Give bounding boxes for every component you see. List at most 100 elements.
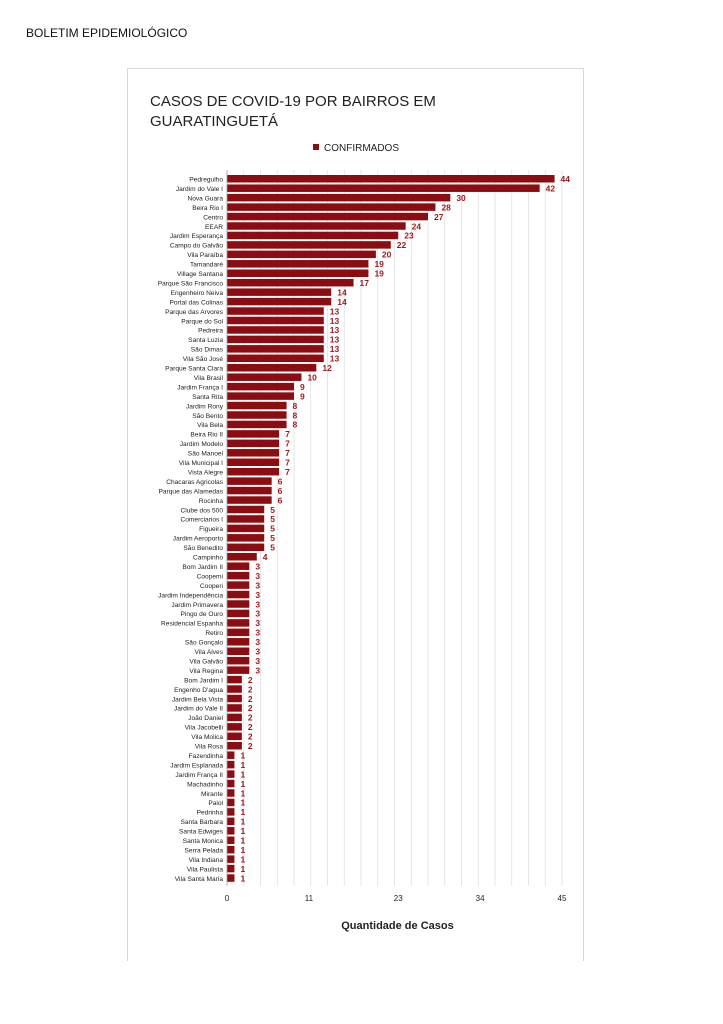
bar: [227, 534, 265, 542]
bar: [227, 874, 235, 882]
x-tick-label: 34: [476, 894, 485, 903]
value-label: 13: [330, 344, 340, 354]
bar: [227, 609, 250, 618]
bar: [227, 467, 280, 476]
bar: [227, 203, 436, 211]
bar: [227, 392, 294, 400]
bar: [227, 458, 280, 466]
bar: [227, 543, 265, 552]
bar: [227, 401, 287, 410]
bar: [227, 704, 242, 712]
category-label: São Dimas: [191, 347, 224, 354]
bar: [227, 590, 250, 599]
value-label: 8: [293, 410, 298, 420]
category-label: Santa Edwiges: [179, 829, 224, 836]
category-label: São Benedito: [183, 545, 223, 552]
category-label: Santa Monica: [183, 838, 224, 845]
category-label: Pedregulho: [189, 177, 223, 184]
chart-card: CASOS DE COVID-19 POR BAIRROS EM GUARATIN…: [127, 68, 584, 961]
bar: [227, 515, 265, 523]
category-label: Campo do Galvão: [170, 243, 223, 250]
value-label: 1: [240, 836, 245, 846]
value-label: 7: [285, 467, 290, 477]
bar: [227, 675, 242, 684]
bar: [227, 571, 250, 580]
bar: [227, 430, 280, 438]
category-label: Vila São José: [183, 356, 224, 363]
value-label: 14: [337, 297, 347, 307]
value-label: 4: [263, 552, 268, 562]
category-label: Bom Jardim I: [184, 677, 223, 684]
bar: [227, 184, 540, 192]
bar: [227, 760, 235, 769]
x-tick-label: 0: [225, 894, 230, 903]
category-label: Retiro: [205, 630, 223, 637]
x-axis-label: Quantidade de Casos: [341, 920, 453, 932]
category-label: Beira Rio II: [190, 432, 223, 439]
category-label: São Gonçalo: [185, 640, 223, 647]
category-label: Engenho D'agua: [174, 687, 223, 694]
value-label: 2: [248, 732, 253, 742]
value-label: 13: [330, 325, 340, 335]
category-label: Parque São Francisco: [158, 280, 224, 287]
value-label: 1: [240, 873, 245, 883]
value-label: 1: [240, 788, 245, 798]
bar: [227, 666, 250, 674]
bar: [227, 420, 287, 429]
category-label: Santa Barbara: [180, 819, 223, 826]
category-label: Residencial Espanha: [161, 621, 223, 628]
value-label: 14: [337, 287, 347, 297]
value-label: 42: [546, 183, 556, 193]
category-label: Vista Alegre: [188, 469, 223, 476]
value-label: 13: [330, 306, 340, 316]
bar: [227, 439, 280, 448]
bar: [227, 855, 235, 863]
bar: [227, 269, 369, 277]
bar: [227, 562, 250, 570]
category-label: Jardim Independência: [158, 592, 223, 599]
bar: [227, 354, 324, 363]
value-label: 7: [285, 458, 290, 468]
value-label: 8: [293, 401, 298, 411]
value-label: 6: [278, 495, 283, 505]
bar: [227, 260, 369, 268]
category-label: Vila Molica: [191, 734, 223, 741]
value-label: 20: [382, 250, 392, 260]
category-label: Portal das Colinas: [169, 299, 223, 306]
bar: [227, 817, 235, 826]
bar: [227, 345, 324, 353]
category-label: Paiol: [208, 800, 223, 807]
value-label: 8: [293, 420, 298, 430]
bar: [227, 600, 250, 608]
category-label: Parque do Sol: [181, 318, 223, 325]
x-tick-label: 45: [558, 894, 567, 903]
bar: [227, 798, 235, 807]
bar: [227, 486, 272, 495]
bar: [227, 553, 257, 561]
value-label: 3: [255, 609, 260, 619]
category-label: Bom Jardim II: [182, 564, 223, 571]
value-label: 13: [330, 335, 340, 345]
category-label: Jardim França II: [175, 772, 223, 779]
value-label: 1: [240, 817, 245, 827]
value-label: 1: [240, 750, 245, 760]
bar: [227, 477, 272, 485]
value-label: 5: [270, 524, 275, 534]
x-tick-label: 23: [394, 894, 403, 903]
category-label: Jardim do Vale II: [174, 706, 223, 713]
value-label: 1: [240, 807, 245, 817]
bar: [227, 288, 332, 296]
category-label: Nova Guara: [187, 195, 223, 202]
value-label: 5: [270, 505, 275, 515]
bar: [227, 250, 376, 259]
bar: [227, 656, 250, 665]
value-label: 3: [255, 599, 260, 609]
bar: [227, 278, 354, 287]
value-label: 1: [240, 769, 245, 779]
category-label: João Daniel: [188, 715, 223, 722]
x-tick-label: 11: [305, 894, 314, 903]
category-label: Pingo de Ouro: [180, 611, 223, 618]
category-label: Jardim Rony: [186, 403, 224, 410]
value-label: 2: [248, 703, 253, 713]
value-label: 1: [240, 864, 245, 874]
